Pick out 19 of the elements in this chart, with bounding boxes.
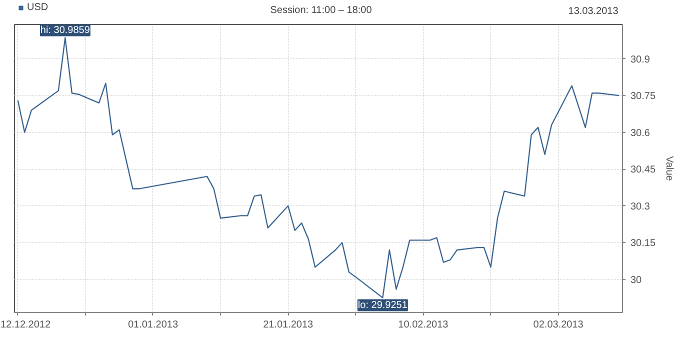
annotation: hi: 30.9859 [40, 24, 90, 36]
chart-title: Session: 11:00 – 18:00 [270, 5, 372, 16]
x-tick-label: 12.12.2012 [0, 320, 51, 330]
y-tick-label: 30.9 [630, 54, 650, 66]
y-axis-title: Value [664, 156, 675, 182]
x-tick-label: 01.01.2013 [128, 320, 178, 330]
y-tick-label: 30.75 [630, 91, 656, 102]
x-tick-label: 10.02.2013 [398, 320, 449, 330]
x-tick-label: 21.01.2013 [263, 320, 314, 330]
line-series [17, 37, 620, 298]
y-tick-label: 30.45 [630, 164, 656, 176]
y-tick-label: 30.6 [630, 128, 650, 139]
annotation: lo: 29.9251 [358, 300, 408, 311]
y-tick-label: 30 [630, 274, 642, 286]
legend-label: USD [27, 2, 48, 13]
text: 13.03.2013 [568, 6, 619, 17]
y-tick-label: 30.15 [630, 238, 656, 250]
y-tick-label: 30.3 [630, 201, 650, 212]
x-tick-label: 02.03.2013 [533, 320, 584, 330]
